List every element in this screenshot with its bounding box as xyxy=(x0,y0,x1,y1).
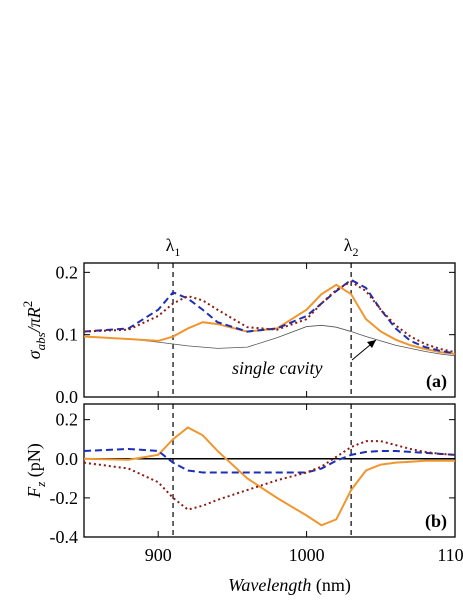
y-label-sub: z xyxy=(33,482,48,488)
x-tick-label: 900 xyxy=(145,545,172,565)
y-tick-label: 0.1 xyxy=(56,325,79,345)
lambda-index: 2 xyxy=(352,245,358,259)
x-label-italic: Wavelength xyxy=(228,575,311,595)
y-label-sub: abs xyxy=(33,332,48,350)
series-line xyxy=(83,447,456,474)
x-axis-label: Wavelength (nm) xyxy=(228,575,351,596)
y-label-sup: 2 xyxy=(20,301,35,308)
y-tick-label: 0.2 xyxy=(56,262,79,282)
y-label-symbol: σ xyxy=(24,349,44,359)
y-tick-label: 0.0 xyxy=(56,387,79,407)
x-label-unit: (nm) xyxy=(311,575,351,596)
lambda-symbol: λ xyxy=(166,235,175,255)
panel-label: (b) xyxy=(425,511,447,532)
y-tick-label: 0.2 xyxy=(56,410,79,430)
y-label-rest: (pN) xyxy=(24,443,45,482)
x-tick-label: 1000 xyxy=(289,545,325,565)
y-axis-label: σabs/πR2 xyxy=(20,301,48,359)
lambda-symbol: λ xyxy=(344,235,353,255)
y-label-symbol: F xyxy=(24,486,44,499)
series-line xyxy=(83,426,455,527)
series-line xyxy=(83,324,456,357)
y-tick-label: -0.4 xyxy=(50,527,79,547)
lambda-label: λ1 xyxy=(166,235,181,259)
arrow-head xyxy=(367,340,376,348)
series-line xyxy=(83,278,456,355)
plot-frame xyxy=(83,262,456,398)
annotation: single cavity xyxy=(232,358,322,378)
y-axis-label: Fz (pN) xyxy=(24,443,48,499)
y-tick-label: -0.2 xyxy=(50,488,79,508)
plot-frame xyxy=(83,403,456,538)
panel-label: (a) xyxy=(426,371,447,392)
x-tick-label: 1100 xyxy=(437,545,463,565)
y-label-rest: /πR xyxy=(24,307,44,333)
y-tick-label: 0.0 xyxy=(56,449,79,469)
series-line xyxy=(83,440,456,511)
series-line xyxy=(83,283,456,355)
lambda-index: 1 xyxy=(174,245,180,259)
lambda-label: λ2 xyxy=(344,235,359,259)
